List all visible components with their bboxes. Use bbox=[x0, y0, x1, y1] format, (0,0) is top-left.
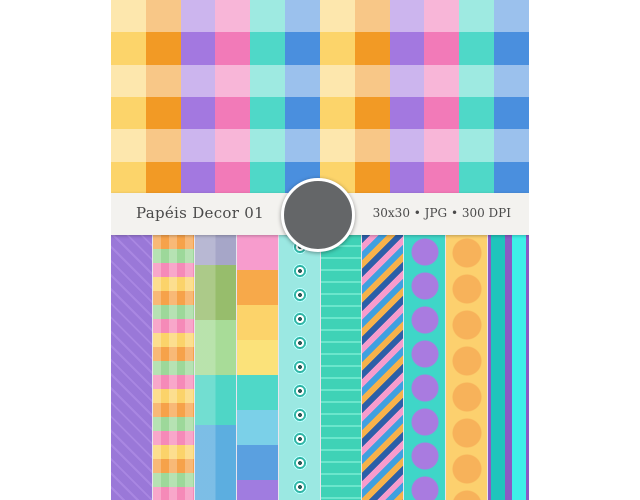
paper-strip-teal-eye-dots bbox=[278, 235, 320, 500]
gingham-cell bbox=[319, 64, 355, 97]
gingham-cell bbox=[250, 32, 286, 65]
paper-strip-orange-circles-on-yellow bbox=[446, 235, 488, 500]
gingham-cell bbox=[459, 129, 495, 162]
product-specs: 30x30 • JPG • 300 DPI bbox=[372, 206, 511, 220]
paper-strip-rainbow-plaid bbox=[152, 235, 194, 500]
gingham-cell bbox=[250, 96, 286, 130]
gingham-cell bbox=[215, 64, 251, 97]
gingham-cell bbox=[319, 32, 355, 65]
gingham-cell bbox=[285, 0, 320, 33]
gingham-cell bbox=[494, 0, 529, 33]
gingham-cell bbox=[250, 64, 286, 97]
paper-strip-horizontal-stripes bbox=[236, 235, 278, 500]
gingham-cell bbox=[494, 161, 529, 194]
gingham-cell bbox=[494, 64, 529, 97]
gingham-cell bbox=[180, 96, 216, 130]
gingham-cell bbox=[319, 96, 355, 130]
gingham-cell bbox=[459, 161, 495, 194]
gingham-cell bbox=[424, 0, 460, 33]
gingham-cell bbox=[424, 129, 460, 162]
center-badge-circle bbox=[281, 178, 355, 252]
gingham-cell bbox=[215, 96, 251, 130]
gingham-cell bbox=[354, 0, 390, 33]
gingham-cell bbox=[250, 161, 286, 194]
gingham-cell bbox=[180, 0, 216, 33]
gingham-cell bbox=[285, 96, 320, 130]
gingham-cell bbox=[494, 96, 529, 130]
paper-strip-purple-diamond bbox=[111, 235, 152, 500]
gingham-cell bbox=[459, 96, 495, 130]
gingham-cell bbox=[215, 161, 251, 194]
gingham-cell bbox=[494, 129, 529, 162]
gingham-cell bbox=[354, 161, 390, 194]
gingham-cell bbox=[145, 32, 181, 65]
gingham-cell bbox=[215, 32, 251, 65]
paper-strips bbox=[111, 235, 529, 500]
gingham-cell bbox=[250, 129, 286, 162]
gingham-cell bbox=[424, 64, 460, 97]
gingham-cell bbox=[494, 32, 529, 65]
product-title: Papéis Decor 01 bbox=[136, 204, 264, 222]
gingham-cell bbox=[180, 32, 216, 65]
gingham-cell bbox=[389, 129, 425, 162]
gingham-cell bbox=[389, 0, 425, 33]
gingham-cell bbox=[180, 129, 216, 162]
gingham-cell bbox=[250, 0, 286, 33]
paper-strip-teal-squares-on-purple bbox=[488, 235, 529, 500]
gingham-cell bbox=[354, 32, 390, 65]
gingham-cell bbox=[354, 64, 390, 97]
gingham-cell bbox=[354, 96, 390, 130]
gingham-cell bbox=[145, 129, 181, 162]
gingham-cell bbox=[111, 96, 146, 130]
gingham-cell bbox=[459, 32, 495, 65]
gingham-cell bbox=[459, 64, 495, 97]
gingham-cell bbox=[389, 32, 425, 65]
gingham-cell bbox=[145, 0, 181, 33]
gingham-cell bbox=[285, 64, 320, 97]
gingham-cell bbox=[111, 161, 146, 194]
gingham-cell bbox=[111, 32, 146, 65]
paper-strip-purple-circles-on-teal bbox=[404, 235, 446, 500]
gingham-cell bbox=[215, 0, 251, 33]
gingham-cell bbox=[145, 96, 181, 130]
paper-strip-diagonal-stripes bbox=[362, 235, 404, 500]
gingham-cell bbox=[459, 0, 495, 33]
gingham-cell bbox=[111, 64, 146, 97]
gingham-cell bbox=[319, 0, 355, 33]
gingham-cell bbox=[389, 96, 425, 130]
gingham-cell bbox=[354, 129, 390, 162]
gingham-cell bbox=[319, 129, 355, 162]
gingham-cell bbox=[215, 129, 251, 162]
gingham-cell bbox=[145, 161, 181, 194]
product-image: Papéis Decor 01 30x30 • JPG • 300 DPI bbox=[111, 0, 529, 500]
paper-strip-teal-bricks bbox=[320, 235, 362, 500]
gingham-cell bbox=[424, 32, 460, 65]
gingham-cell bbox=[111, 129, 146, 162]
gingham-cell bbox=[389, 161, 425, 194]
gingham-cell bbox=[424, 96, 460, 130]
gingham-cell bbox=[111, 0, 146, 33]
gingham-cell bbox=[285, 129, 320, 162]
gingham-cell bbox=[145, 64, 181, 97]
gingham-cell bbox=[285, 32, 320, 65]
gingham-cell bbox=[180, 64, 216, 97]
gingham-cell bbox=[389, 64, 425, 97]
paper-strip-pastel-plaid bbox=[194, 235, 236, 500]
gingham-cell bbox=[180, 161, 216, 194]
gingham-cell bbox=[424, 161, 460, 194]
gingham-paper-preview bbox=[111, 0, 529, 194]
